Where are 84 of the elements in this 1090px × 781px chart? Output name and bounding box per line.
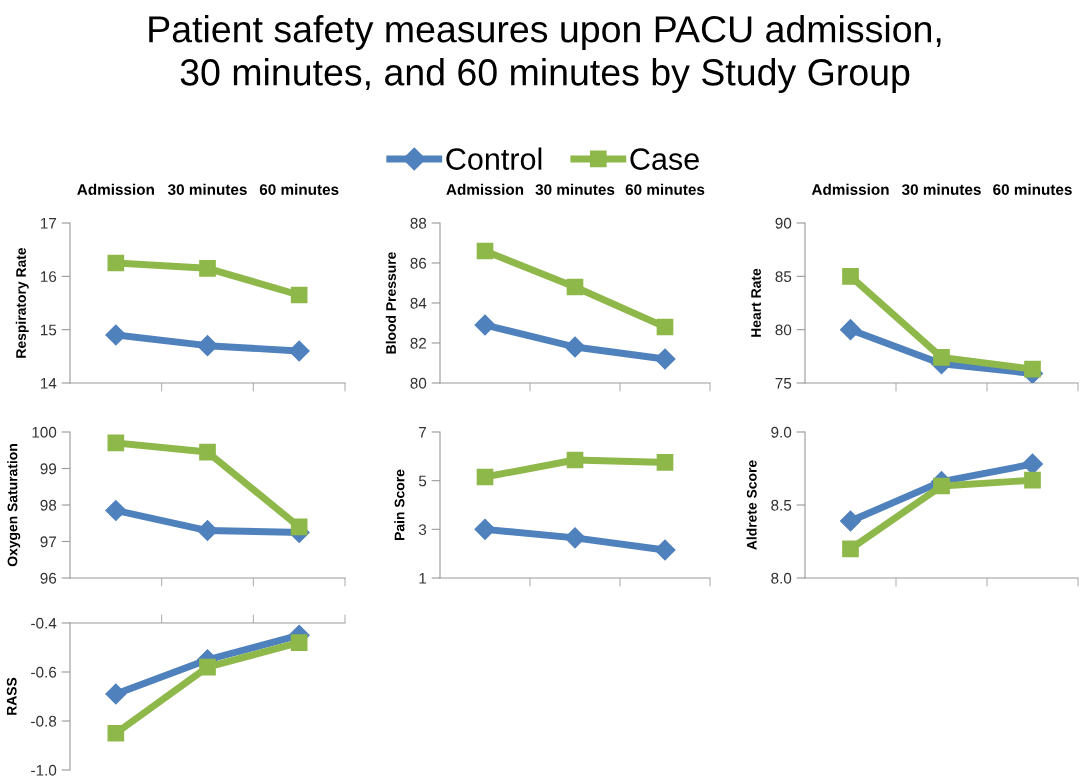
- x-tick-label: Admission: [77, 183, 154, 195]
- y-tick-label: 88: [410, 217, 427, 229]
- point: [839, 319, 862, 341]
- point: [474, 518, 496, 540]
- y-tick-label: 16: [40, 271, 57, 283]
- y-tick-label: 75: [775, 378, 792, 389]
- legend-label: Control: [446, 147, 542, 170]
- x-tick-label: 60 minutes: [625, 183, 705, 195]
- y-tick-label: 98: [40, 499, 57, 511]
- y-tick-label: 85: [775, 271, 792, 283]
- point: [196, 335, 219, 357]
- point: [105, 324, 127, 346]
- y-tick-label: -1.0: [31, 764, 57, 776]
- y-tick-label: 99: [40, 463, 57, 475]
- x-tick-label: 30 minutes: [167, 183, 247, 195]
- y-tick-label: 80: [775, 324, 792, 336]
- x-tick-label: Admission: [811, 183, 889, 195]
- point: [933, 349, 950, 366]
- y-axis-title: Heart Rate: [751, 268, 761, 337]
- text: Patient safety measures upon PACU admission, 30 minutes, and 60 minutes by Study Group: [149, 15, 941, 94]
- x-tick-label: 30 minutes: [901, 183, 981, 195]
- y-tick-label: 17: [40, 218, 57, 229]
- y-tick-label: 97: [40, 536, 57, 548]
- point: [564, 336, 586, 358]
- point: [105, 683, 127, 705]
- point: [199, 443, 216, 461]
- point: [107, 254, 125, 272]
- y-tick-label: 84: [410, 297, 427, 309]
- point: [288, 340, 310, 362]
- point: [933, 477, 950, 495]
- y-tick-label: 82: [410, 337, 427, 349]
- y-axis-title: Oxygen Saturation: [7, 444, 21, 567]
- y-tick-label: 5: [418, 475, 427, 487]
- x-tick-label: 60 minutes: [993, 183, 1072, 195]
- y-axis-title: Aldrete Score: [746, 460, 757, 550]
- y-tick-label: 86: [410, 257, 427, 269]
- x-tick-label: 30 minutes: [535, 183, 615, 195]
- point: [1024, 360, 1041, 378]
- y-axis-title: Blood Pressure: [385, 252, 396, 354]
- y-tick-label: 100: [32, 426, 57, 438]
- point: [290, 286, 308, 304]
- point: [107, 434, 125, 452]
- y-tick-label: 96: [40, 572, 57, 584]
- y-tick-label: 8.0: [771, 572, 792, 584]
- point: [476, 242, 494, 260]
- x-tick-label: Admission: [446, 183, 524, 195]
- y-tick-label: 1: [419, 573, 427, 584]
- y-axis-title: RASS: [6, 677, 17, 715]
- y-tick-label: 9.0: [771, 426, 792, 438]
- point: [566, 278, 584, 296]
- point: [564, 527, 586, 549]
- point: [290, 634, 308, 651]
- point: [654, 539, 676, 561]
- y-tick-label: 8.5: [771, 499, 792, 511]
- point: [654, 348, 676, 370]
- point: [474, 314, 496, 336]
- point: [196, 520, 219, 542]
- point: [656, 318, 674, 336]
- y-tick-label: 90: [775, 217, 792, 229]
- point: [199, 259, 216, 277]
- point: [105, 499, 127, 521]
- point: [566, 451, 584, 469]
- legend-label: Case: [630, 148, 699, 170]
- y-tick-label: -0.4: [31, 617, 57, 629]
- y-tick-label: -0.8: [31, 715, 57, 727]
- point: [107, 724, 125, 742]
- y-tick-label: 7: [419, 427, 427, 438]
- x-tick-label: 60 minutes: [259, 183, 339, 195]
- point: [842, 267, 859, 285]
- point: [1021, 453, 1044, 475]
- point: [1024, 471, 1041, 489]
- point: [839, 510, 862, 532]
- y-axis-title: Pain Score: [394, 469, 405, 540]
- point: [656, 454, 674, 471]
- point: [476, 468, 494, 486]
- point: [842, 540, 859, 558]
- y-tick-label: 3: [418, 524, 427, 536]
- point: [290, 518, 308, 536]
- y-axis-title: Respiratory Rate: [15, 247, 29, 358]
- y-tick-label: -0.6: [31, 666, 57, 678]
- y-tick-label: 14: [40, 378, 57, 389]
- y-tick-label: 80: [410, 377, 427, 389]
- point: [199, 658, 216, 676]
- y-tick-label: 15: [40, 324, 57, 336]
